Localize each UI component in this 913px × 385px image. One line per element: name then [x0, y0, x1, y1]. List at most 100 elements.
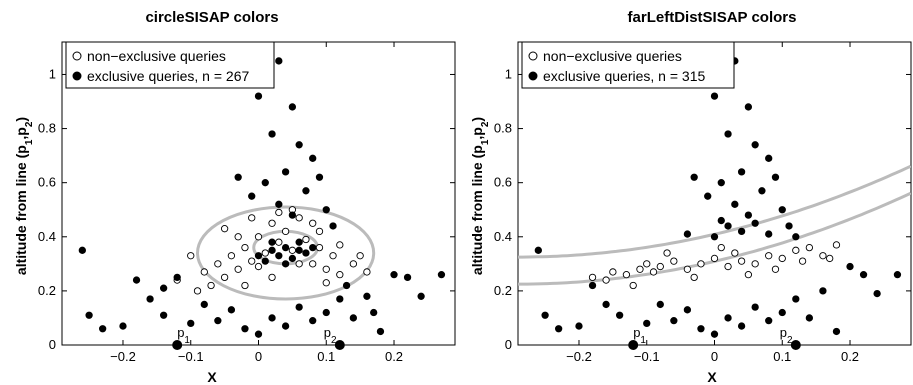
exclusive-point [751, 303, 759, 311]
non-exclusive-point [765, 252, 773, 260]
exclusive-point [602, 300, 610, 309]
exclusive-point [227, 306, 236, 314]
exclusive-point [254, 92, 263, 100]
boundary-ellipse [196, 205, 376, 301]
x-tick-label: 0.1 [773, 349, 791, 364]
non-exclusive-point [214, 260, 222, 268]
boundary-curve [518, 164, 911, 259]
exclusive-point [376, 327, 385, 336]
non-exclusive-point [798, 257, 807, 265]
non-exclusive-point [602, 276, 610, 284]
exclusive-point [744, 103, 753, 111]
exclusive-point [765, 317, 773, 325]
exclusive-point [78, 246, 86, 254]
non-exclusive-point [663, 249, 671, 257]
non-exclusive-point [322, 265, 330, 273]
legend-entry: exclusive queries, n = 315 [543, 68, 705, 84]
exclusive-point [643, 319, 651, 328]
exclusive-point [390, 271, 398, 279]
non-exclusive-point [281, 227, 290, 236]
non-exclusive-point [826, 254, 834, 263]
exclusive-point [717, 216, 725, 225]
exclusive-point [792, 233, 800, 241]
exclusive-point [765, 230, 773, 238]
non-exclusive-point [805, 243, 814, 252]
exclusive-point [724, 314, 732, 322]
exclusive-point [275, 200, 283, 208]
non-exclusive-point [261, 249, 269, 257]
exclusive-point [710, 92, 719, 100]
exclusive-point [261, 179, 269, 187]
non-exclusive-point [622, 271, 631, 279]
x-tick-label: 0.2 [841, 349, 859, 364]
exclusive-point [731, 200, 739, 208]
y-tick-label: 0.8 [38, 121, 56, 136]
non-exclusive-point [697, 260, 705, 268]
exclusive-point [717, 179, 725, 187]
exclusive-point [275, 57, 283, 65]
y-tick-label: 0.4 [494, 229, 512, 244]
non-exclusive-point [356, 252, 364, 260]
legend-marker [72, 51, 82, 61]
exclusive-point [288, 211, 297, 219]
non-exclusive-point [336, 241, 344, 249]
non-exclusive-point [643, 260, 651, 268]
non-exclusive-point [656, 262, 664, 271]
non-exclusive-point [241, 243, 249, 252]
legend: non−exclusive queries exclusive queries, … [65, 41, 275, 89]
exclusive-point [309, 243, 317, 252]
x-axis-label: X [707, 369, 717, 385]
chart-far-left-dist-sisap: farLeftDistSISAP colors X altitude from … [469, 9, 912, 385]
y-tick-label: 0.8 [494, 121, 512, 136]
non-exclusive-point [275, 238, 283, 246]
y-tick-label: 0.4 [38, 229, 56, 244]
exclusive-point [758, 187, 766, 195]
non-exclusive-point [336, 271, 344, 279]
exclusive-point [873, 289, 881, 298]
plot-area: −0.2 −0.1 0 0.1 0.2 0 0.2 0.4 0.6 0.8 1 p1 p2 non−exc… [38, 41, 456, 364]
exclusive-point [329, 222, 337, 230]
non-exclusive-point [268, 219, 276, 227]
exclusive-point [704, 192, 712, 200]
pivot-label: p1 [633, 325, 646, 346]
exclusive-point [146, 295, 154, 303]
exclusive-point [288, 254, 297, 263]
exclusive-point [555, 325, 563, 333]
pivot-point [790, 340, 801, 350]
exclusive-point [697, 325, 705, 333]
exclusive-point [248, 192, 256, 200]
non-exclusive-point [322, 279, 330, 287]
y-tick-label: 0.6 [494, 175, 512, 190]
non-exclusive-point [241, 281, 249, 290]
exclusive-point [281, 322, 290, 330]
legend-entry: exclusive queries, n = 267 [87, 68, 249, 84]
exclusive-point [159, 311, 168, 319]
exclusive-point [322, 206, 330, 214]
non-exclusive-point [268, 273, 276, 282]
non-exclusive-point [778, 254, 786, 263]
pivot-point [334, 340, 345, 350]
exclusive-point [771, 173, 780, 181]
x-tick-label: −0.1 [178, 349, 204, 364]
exclusive-point [132, 276, 141, 284]
non-exclusive-point [771, 265, 780, 273]
exclusive-point [261, 257, 269, 265]
non-exclusive-point [636, 265, 644, 273]
non-exclusive-point [207, 281, 215, 290]
x-tick-label: −0.1 [634, 349, 660, 364]
chart-title: circleSISAP colors [145, 9, 278, 26]
exclusive-point [656, 300, 664, 309]
exclusive-point [288, 103, 297, 111]
exclusive-point [805, 314, 814, 322]
non-exclusive-point [302, 235, 310, 244]
exclusive-point [295, 246, 303, 254]
exclusive-point [309, 154, 317, 162]
non-exclusive-point [609, 268, 617, 276]
non-exclusive-point [819, 252, 827, 260]
non-exclusive-point [717, 243, 725, 252]
non-exclusive-point [629, 281, 637, 290]
x-tick-label: 0.2 [385, 349, 403, 364]
exclusive-point [792, 295, 800, 303]
exclusive-point [119, 322, 127, 330]
